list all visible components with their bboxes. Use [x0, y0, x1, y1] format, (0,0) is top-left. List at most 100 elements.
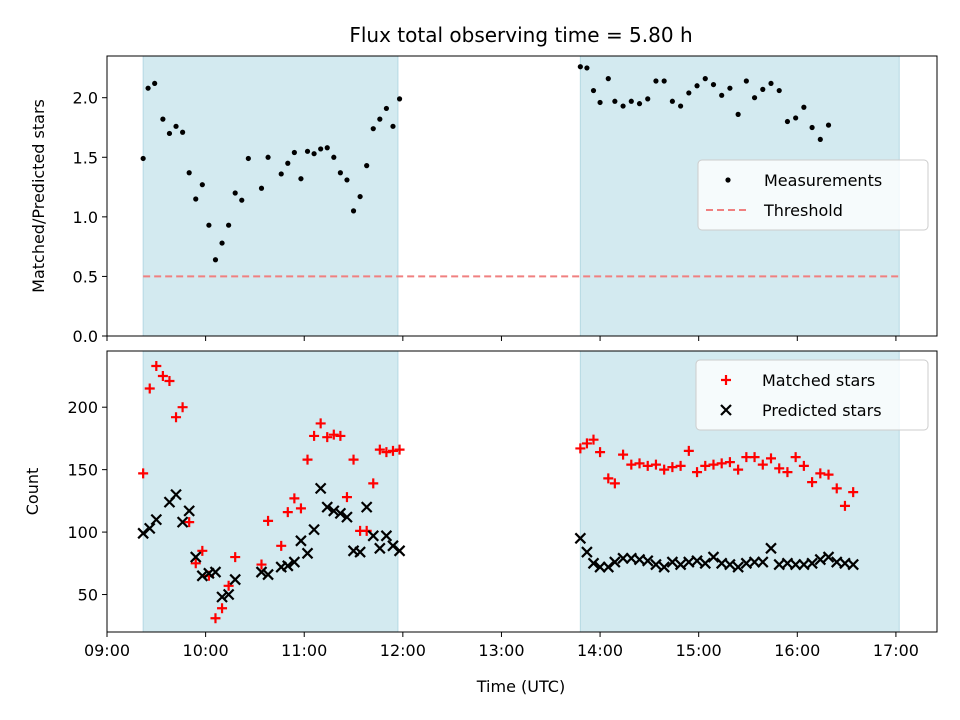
axes-frame	[106, 350, 938, 633]
data-point	[295, 535, 307, 547]
data-point	[597, 99, 603, 106]
data-point	[383, 105, 390, 112]
data-point	[602, 561, 615, 573]
data-point	[309, 430, 320, 441]
data-point	[757, 459, 768, 470]
data-point	[186, 170, 192, 176]
count-panel: 50 100 150 200 09:00 10:00 11:00 12:00 13:00 14:0…	[23, 350, 938, 660]
data-point	[768, 80, 774, 87]
x-tick-label: 15:00	[676, 641, 722, 660]
data-point	[765, 542, 777, 555]
data-point	[667, 462, 678, 473]
data-point	[341, 492, 352, 503]
data-point	[581, 438, 592, 449]
data-point	[658, 561, 670, 573]
data-point	[766, 453, 776, 464]
data-point	[708, 459, 719, 470]
data-point	[166, 130, 173, 137]
data-point	[716, 458, 727, 469]
legend-label: Predicted stars	[762, 401, 882, 420]
data-point	[334, 507, 347, 520]
data-point	[642, 460, 653, 471]
data-point	[354, 546, 366, 558]
data-point	[784, 118, 791, 125]
data-point	[814, 553, 827, 566]
data-point	[381, 447, 392, 458]
data-point	[190, 558, 201, 569]
data-point	[304, 148, 311, 154]
data-point	[171, 412, 182, 423]
data-point	[226, 222, 232, 228]
data-point	[815, 468, 826, 479]
data-point	[291, 149, 297, 156]
data-point	[588, 434, 599, 445]
data-point	[157, 370, 168, 381]
data-point	[707, 551, 720, 563]
legend-swatch	[720, 404, 732, 416]
data-point	[757, 556, 769, 568]
data-point	[674, 558, 687, 571]
data-point	[311, 151, 317, 157]
data-point	[387, 445, 398, 456]
data-point	[702, 76, 708, 82]
data-point	[374, 542, 386, 555]
data-point	[727, 85, 733, 91]
data-point	[817, 136, 823, 143]
data-point	[577, 64, 583, 70]
data-point	[724, 457, 735, 468]
data-point	[847, 558, 859, 571]
data-point	[263, 515, 274, 526]
data-point	[164, 375, 175, 386]
legend-label: Threshold	[763, 201, 843, 220]
data-point	[699, 557, 712, 570]
shaded-interval-0	[142, 350, 399, 633]
data-point	[839, 500, 850, 511]
data-point	[605, 76, 611, 82]
data-point	[239, 197, 245, 203]
data-point	[230, 552, 241, 563]
data-point	[782, 467, 793, 478]
data-point	[276, 540, 287, 551]
data-point	[229, 573, 241, 586]
y-tick-label: 100	[67, 523, 98, 542]
data-point	[590, 87, 597, 94]
data-point	[749, 452, 760, 463]
data-point	[774, 463, 785, 474]
axes-frame	[106, 55, 938, 337]
x-axis-label: Time (UTC)	[476, 677, 565, 696]
data-point	[628, 98, 634, 104]
data-point	[321, 501, 334, 513]
data-point	[315, 418, 326, 429]
data-point	[173, 123, 179, 129]
data-point	[295, 503, 306, 514]
data-point	[377, 116, 383, 122]
data-point	[341, 511, 353, 523]
data-point	[285, 160, 291, 166]
data-point	[145, 85, 151, 91]
data-point	[282, 507, 293, 518]
data-point	[751, 95, 758, 101]
data-point	[170, 488, 182, 501]
y-axis-label: Count	[23, 468, 42, 516]
shaded-interval-0	[142, 55, 399, 337]
data-point	[653, 78, 659, 84]
data-point	[618, 449, 629, 460]
data-point	[328, 505, 340, 517]
y-tick-label: 50	[78, 586, 98, 605]
legend: Matched stars Predicted stars	[695, 359, 929, 431]
data-point	[160, 116, 166, 122]
data-point	[374, 444, 385, 455]
data-point	[370, 126, 376, 132]
data-point	[691, 555, 703, 567]
data-point	[575, 443, 586, 454]
data-point	[634, 458, 645, 469]
legend-swatch	[721, 375, 731, 385]
data-point	[302, 454, 313, 465]
data-point	[666, 556, 679, 568]
x-tick-label: 16:00	[774, 641, 820, 660]
series-predicted-stars	[137, 482, 859, 603]
data-point	[322, 432, 333, 443]
data-point	[150, 513, 163, 526]
data-point	[206, 222, 212, 228]
data-point	[361, 525, 372, 536]
